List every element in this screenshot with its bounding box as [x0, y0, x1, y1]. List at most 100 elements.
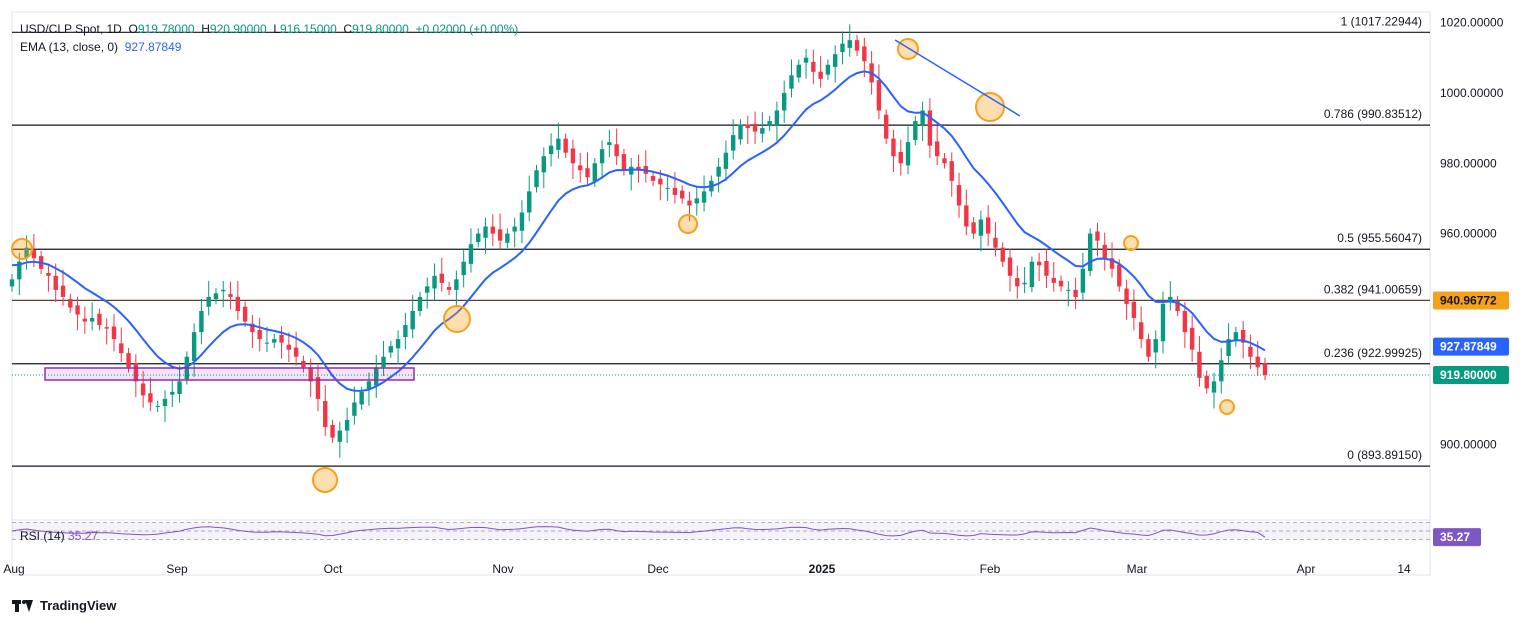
support-zone-box: [44, 367, 415, 381]
price-axis[interactable]: 1020.00000 1000.00000 980.00000 960.00000 90…: [1440, 16, 1504, 452]
time-axis[interactable]: Aug Sep Oct Nov Dec 2025 Feb Mar Apr 14: [3, 562, 1411, 576]
candle-body: [774, 110, 780, 126]
candle-body: [1000, 247, 1005, 262]
high-value: 920.90000: [209, 22, 267, 36]
price-tag-bg: [1433, 337, 1509, 356]
swing-circle-3: [678, 214, 698, 234]
candle-body: [1175, 301, 1180, 311]
price-tick-label: 1020.00000: [1440, 16, 1504, 30]
candle-body: [97, 313, 102, 326]
price-tick-label: 900.00000: [1440, 438, 1497, 452]
candle-body: [1138, 322, 1144, 340]
candle-body: [789, 75, 794, 89]
candle-body: [111, 326, 117, 340]
candle-body: [17, 261, 22, 280]
candle-body: [1240, 329, 1246, 343]
candle-body: [104, 327, 109, 329]
time-label: Nov: [492, 562, 513, 576]
price-tag-bg: [1433, 291, 1509, 310]
rsi-pane[interactable]: 35.27: [11, 522, 1481, 547]
candle-body: [250, 323, 255, 333]
grid: [11, 11, 1431, 576]
candle-body: [891, 138, 896, 157]
candle-body: [614, 144, 619, 157]
rsi-label[interactable]: RSI (14): [20, 529, 65, 543]
candle-body: [446, 287, 452, 290]
candle-body: [366, 381, 372, 390]
candle-body: [745, 124, 750, 129]
candle-body: [1248, 346, 1253, 357]
rsi-tag: 35.27: [1440, 530, 1470, 544]
candle-body: [46, 272, 51, 276]
candle-body: [1044, 261, 1049, 276]
candle-body: [177, 381, 182, 394]
time-label: Aug: [3, 562, 24, 576]
candle-body: [1146, 339, 1151, 357]
candle-body: [563, 138, 568, 153]
candle-body: [883, 114, 889, 139]
candle-body: [1168, 296, 1173, 302]
candle-body: [585, 168, 590, 178]
ema-label[interactable]: EMA (13, close, 0): [20, 40, 119, 54]
candle-body: [505, 233, 510, 243]
candle-body: [876, 80, 882, 111]
symbol-label[interactable]: USD/CLP Spot, 1D: [20, 22, 122, 36]
candle-body: [257, 329, 262, 340]
close-label: C: [343, 22, 353, 36]
candle-body: [170, 391, 175, 395]
candle-body: [752, 123, 758, 132]
candle-body: [126, 353, 131, 368]
candle-body: [731, 135, 736, 151]
price-tick-label: 1000.00000: [1440, 86, 1504, 100]
time-label: Apr: [1297, 562, 1316, 576]
candle-body: [862, 46, 867, 62]
candle-body: [410, 310, 415, 330]
candle-body: [9, 279, 15, 287]
candle-body: [825, 64, 831, 75]
candle-body: [934, 141, 940, 157]
candle-body: [665, 187, 670, 189]
candle-body: [352, 402, 357, 416]
candle-body: [1066, 289, 1071, 291]
candle-body: [381, 356, 386, 368]
candle-body: [395, 339, 401, 349]
candle-body: [1015, 277, 1020, 287]
candle-body: [490, 226, 496, 234]
candle-body: [1262, 363, 1268, 376]
candle-body: [985, 217, 991, 234]
candle-body: [497, 229, 503, 241]
brand-name: TradingView: [40, 598, 117, 613]
candle-body: [956, 185, 962, 206]
candle-body: [767, 121, 772, 126]
change-value: +0.02000 (+0.00%): [415, 22, 519, 36]
rsi-line: [11, 526, 1266, 538]
candle-body: [221, 289, 226, 292]
candle-body: [927, 110, 933, 146]
candle-body: [687, 200, 692, 206]
candle-body: [913, 121, 918, 141]
candle-body: [1226, 339, 1231, 357]
candle-body: [1153, 339, 1158, 353]
candle-body: [119, 343, 124, 354]
candle-body: [527, 191, 532, 213]
candle-body: [1080, 268, 1086, 293]
candle-body: [781, 92, 787, 111]
candle-body: [359, 391, 364, 405]
candle-body: [1189, 327, 1195, 350]
candle-body: [228, 294, 233, 297]
candle-body: [279, 334, 284, 343]
tradingview-brand[interactable]: TradingView: [12, 598, 116, 613]
candle-body: [206, 296, 211, 307]
candle-body: [155, 405, 160, 407]
candle-body: [315, 377, 321, 399]
candle-body: [898, 151, 903, 164]
candle-body: [337, 430, 343, 442]
candle-body: [344, 420, 350, 431]
candle-body: [293, 347, 299, 357]
candle-body: [1058, 280, 1064, 287]
candle-body: [854, 40, 860, 51]
swing-circle-4: [897, 38, 919, 60]
candle-body: [1233, 332, 1239, 342]
candle-body: [811, 61, 816, 72]
